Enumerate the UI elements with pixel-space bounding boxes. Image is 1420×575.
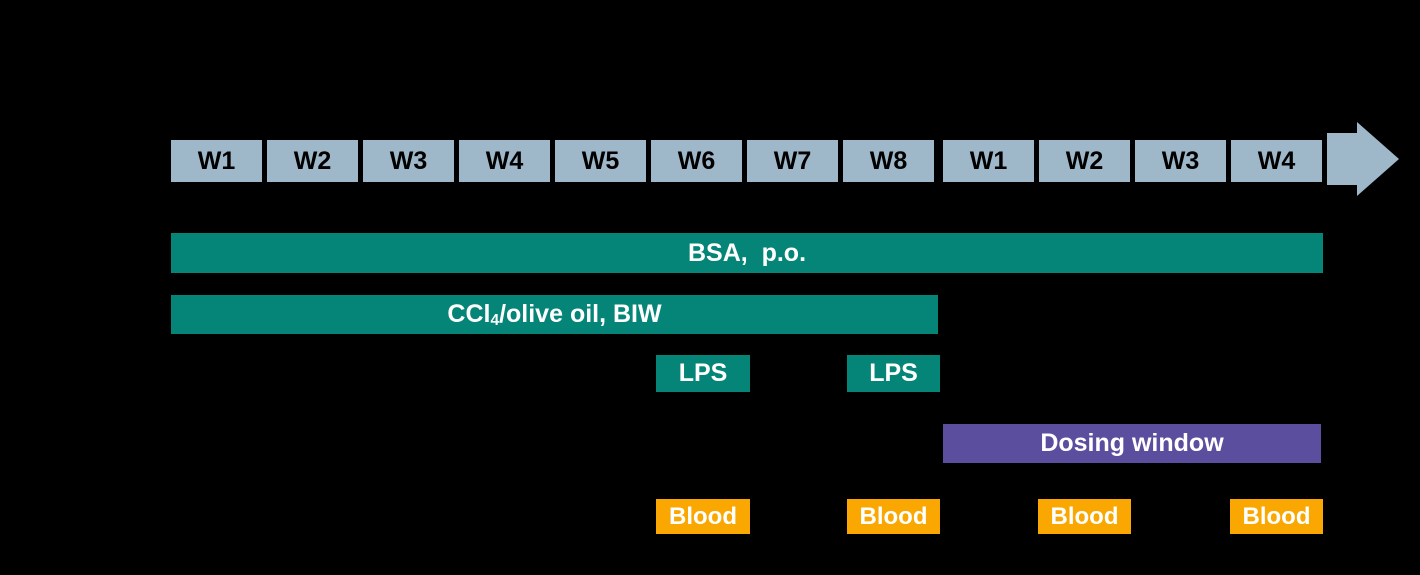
ccl4-label-subscript: 4 xyxy=(490,312,500,330)
ccl4-bar: CCl4/olive oil, BIW xyxy=(171,295,938,334)
week-box-p2-w2: W2 xyxy=(1039,140,1130,182)
week-box-p1-w2: W2 xyxy=(267,140,358,182)
week-box-p1-w8: W8 xyxy=(843,140,934,182)
bsa-bar: BSA, p.o. xyxy=(171,233,1323,273)
lps-box-2: LPS xyxy=(847,355,940,392)
dosing-window-bar: Dosing window xyxy=(943,424,1321,463)
blood-box-2: Blood xyxy=(847,499,940,534)
timeline-arrow-right-icon xyxy=(1327,122,1400,196)
ccl4-bar-label: CCl4/olive oil, BIW xyxy=(447,300,661,329)
bsa-bar-label: BSA, p.o. xyxy=(687,238,807,267)
week-box-p1-w5: W5 xyxy=(555,140,646,182)
week-box-p2-w4: W4 xyxy=(1231,140,1322,182)
week-box-p1-w1: W1 xyxy=(171,140,262,182)
week-box-p2-w1: W1 xyxy=(943,140,1034,182)
week-box-p2-w3: W3 xyxy=(1135,140,1226,182)
week-box-p1-w3: W3 xyxy=(363,140,454,182)
blood-box-1: Blood xyxy=(656,499,750,534)
blood-box-3: Blood xyxy=(1038,499,1131,534)
blood-box-4: Blood xyxy=(1230,499,1323,534)
lps-box-1: LPS xyxy=(656,355,750,392)
week-box-p1-w4: W4 xyxy=(459,140,550,182)
week-box-p1-w6: W6 xyxy=(651,140,742,182)
ccl4-label-prefix: CCl xyxy=(447,300,491,328)
ccl4-label-suffix: /olive oil, BIW xyxy=(499,300,662,328)
week-box-p1-w7: W7 xyxy=(747,140,838,182)
